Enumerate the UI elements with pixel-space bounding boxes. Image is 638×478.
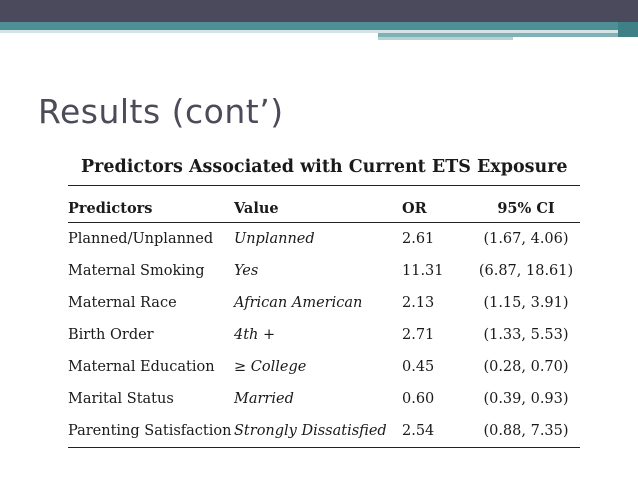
top-band-strip <box>378 33 638 37</box>
cell-predictor: Marital Status <box>68 391 174 407</box>
table-top-rule <box>68 185 580 186</box>
cell-predictor: Parenting Satisfaction <box>68 415 234 448</box>
cell-predictor: Maternal Race <box>68 295 177 311</box>
cell-or: 2.13 <box>402 295 435 311</box>
table-row: Parenting Satisfaction Strongly Dissatis… <box>68 415 580 448</box>
cell-or: 11.31 <box>402 263 444 279</box>
cell-value: African American <box>234 295 363 311</box>
top-band-cap <box>618 22 638 37</box>
table-row: Birth Order 4th + 2.71 (1.33, 5.53) <box>68 319 580 351</box>
cell-ci: (0.39, 0.93) <box>483 391 569 407</box>
cell-predictor: Birth Order <box>68 327 154 343</box>
cell-predictor: Maternal Education <box>68 359 215 375</box>
slide-title: Results (cont’) <box>38 92 284 131</box>
cell-value: Strongly Dissatisfied <box>234 415 402 448</box>
cell-or: 0.60 <box>402 391 435 407</box>
cell-or: 0.45 <box>402 359 435 375</box>
cell-value: Yes <box>234 263 259 279</box>
cell-ci: (0.28, 0.70) <box>483 359 569 375</box>
header-value: Value <box>234 195 402 223</box>
table-row: Maternal Education ≥ College 0.45 (0.28,… <box>68 351 580 383</box>
header-predictors: Predictors <box>68 195 234 223</box>
top-band-strip-thin <box>378 37 513 40</box>
table-row: Maternal Smoking Yes 11.31 (6.87, 18.61) <box>68 255 580 287</box>
cell-ci: (1.67, 4.06) <box>483 231 569 247</box>
cell-ci: (6.87, 18.61) <box>478 263 574 279</box>
cell-or: 2.54 <box>402 415 472 448</box>
cell-ci: (0.88, 7.35) <box>472 415 580 448</box>
table-row: Maternal Race African American 2.13 (1.1… <box>68 287 580 319</box>
cell-predictor: Maternal Smoking <box>68 263 205 279</box>
header-ci: 95% CI <box>472 195 580 223</box>
cell-ci: (1.15, 3.91) <box>483 295 569 311</box>
results-table: Predictors Value OR 95% CI Planned/Unpla… <box>68 195 580 448</box>
cell-or: 2.61 <box>402 231 435 247</box>
cell-or: 2.71 <box>402 327 435 343</box>
cell-value: ≥ College <box>234 359 307 375</box>
decorative-top-bar <box>0 0 638 40</box>
cell-ci: (1.33, 5.53) <box>483 327 569 343</box>
top-band-teal <box>0 22 638 30</box>
table-caption: Predictors Associated with Current ETS E… <box>81 157 568 177</box>
cell-value: Married <box>234 391 294 407</box>
table-header-row: Predictors Value OR 95% CI <box>68 195 580 223</box>
cell-value: 4th + <box>234 327 276 343</box>
cell-value: Unplanned <box>234 231 315 247</box>
top-band-dark <box>0 0 638 22</box>
top-band-light <box>0 30 638 33</box>
cell-predictor: Planned/Unplanned <box>68 231 214 247</box>
table-row: Marital Status Married 0.60 (0.39, 0.93) <box>68 383 580 415</box>
table-row: Planned/Unplanned Unplanned 2.61 (1.67, … <box>68 223 580 256</box>
header-or: OR <box>402 195 472 223</box>
